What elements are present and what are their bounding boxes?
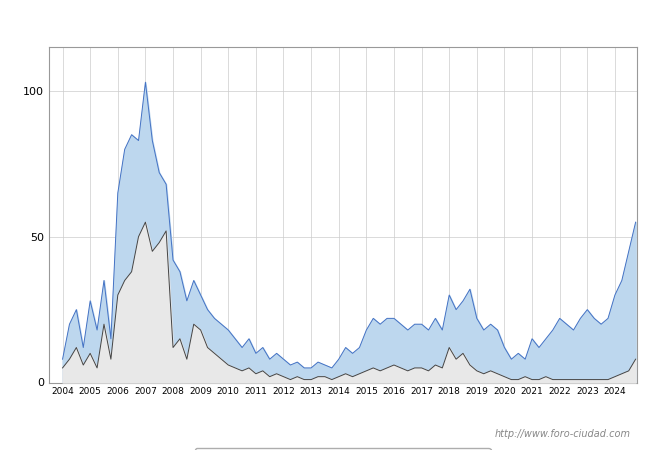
Text: Campo de Criptana - Evolucion del Nº de Transacciones Inmobiliarias: Campo de Criptana - Evolucion del Nº de … [72, 12, 578, 27]
Legend: Viviendas Nuevas, Viviendas Usadas: Viviendas Nuevas, Viviendas Usadas [195, 448, 491, 450]
Text: http://www.foro-ciudad.com: http://www.foro-ciudad.com [495, 429, 630, 439]
